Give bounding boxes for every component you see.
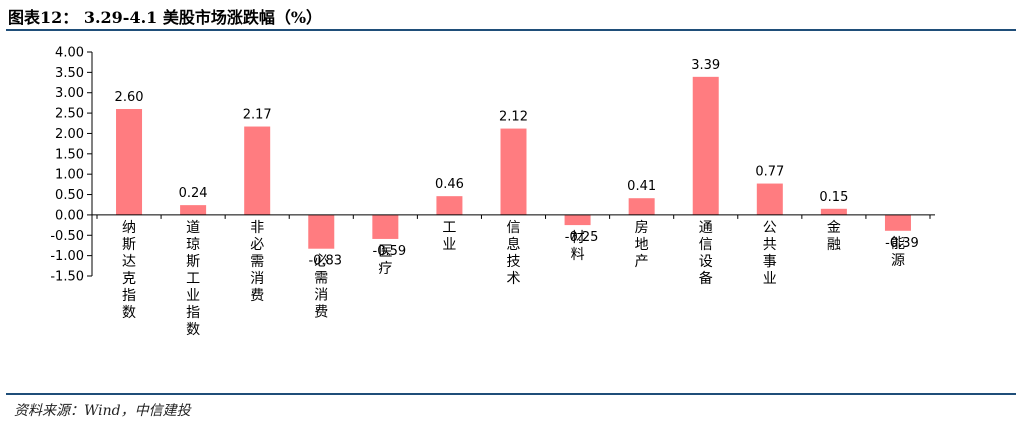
bar	[692, 76, 719, 215]
category-label: 材料	[571, 230, 585, 263]
data-label: -0.59	[373, 244, 407, 259]
data-label: 0.41	[627, 179, 656, 194]
category-labels: 纳斯达克指数 道琼斯工业指数 非必需消费 必需消费 医疗 工业 信息技术 材料 房地产 通信设备 公…	[122, 220, 905, 338]
data-label: -0.83	[308, 254, 342, 269]
data-labels: 2.60 0.24 2.17 -0.83 -0.59 0.46 2.12 -0.25 0.41 3…	[115, 58, 919, 269]
category-label: 信息技术	[507, 220, 521, 287]
y-tick-label: 3.50	[55, 66, 84, 81]
y-tick-label: 4.00	[55, 46, 84, 61]
y-tick-label: -0.50	[50, 229, 84, 244]
bar	[372, 214, 399, 239]
category-label: 房地产	[635, 220, 649, 270]
data-label: 3.39	[691, 58, 720, 73]
y-tick-label: 2.50	[55, 107, 84, 122]
category-label: 公共事业	[763, 220, 777, 287]
bar	[180, 205, 207, 215]
y-tick-label: 3.00	[55, 86, 84, 101]
bar	[884, 214, 911, 231]
category-label: 非必需消费	[250, 220, 264, 304]
y-tick-label: 2.00	[55, 127, 84, 142]
bar	[436, 196, 463, 215]
bar-chart: 4.00 3.50 3.00 2.50 2.00 1.50 1.00 0.50 0.00 -0.5…	[50, 46, 935, 338]
category-label: 能源	[891, 236, 905, 269]
data-label: 0.46	[435, 177, 464, 192]
category-label: 纳斯达克指数	[122, 220, 136, 321]
y-axis: 4.00 3.50 3.00 2.50 2.00 1.50 1.00 0.50 0.00 -0.5…	[50, 46, 93, 285]
footer-divider	[6, 393, 1016, 395]
x-axis	[92, 214, 935, 219]
y-tick-label: -1.50	[50, 270, 84, 285]
bar	[628, 198, 655, 215]
bar	[820, 208, 847, 215]
category-label: 医疗	[378, 244, 392, 277]
bar	[244, 126, 271, 215]
y-tick-label: 0.00	[55, 208, 84, 223]
data-label: 2.60	[115, 90, 144, 105]
data-label: 2.12	[499, 110, 528, 125]
chart-title: 图表12： 3.29-4.1 美股市场涨跌幅（%）	[8, 8, 323, 27]
data-label: 0.24	[179, 186, 208, 201]
y-tick-label: 1.50	[55, 147, 84, 162]
bars	[116, 76, 911, 249]
category-label: 工业	[442, 220, 456, 253]
y-tick-label: 0.50	[55, 188, 84, 203]
bar	[756, 183, 783, 215]
y-tick-label: -1.00	[50, 249, 84, 264]
bar	[564, 214, 591, 226]
bar	[116, 109, 143, 215]
source-note: 资料来源：Wind，中信建投	[14, 403, 191, 419]
data-label: 2.17	[243, 108, 272, 123]
category-label: 必需消费	[314, 254, 328, 321]
data-label: 0.15	[819, 190, 848, 205]
title-divider	[6, 29, 1016, 31]
category-label: 道琼斯工业指数	[186, 220, 200, 338]
category-label: 金融	[827, 220, 841, 253]
y-tick-label: 1.00	[55, 168, 84, 183]
data-label: 0.77	[755, 165, 784, 180]
category-label: 通信设备	[699, 220, 713, 287]
data-label: -0.25	[565, 230, 599, 245]
data-label: -0.39	[885, 236, 919, 251]
bar	[500, 128, 527, 215]
bar	[308, 214, 335, 249]
